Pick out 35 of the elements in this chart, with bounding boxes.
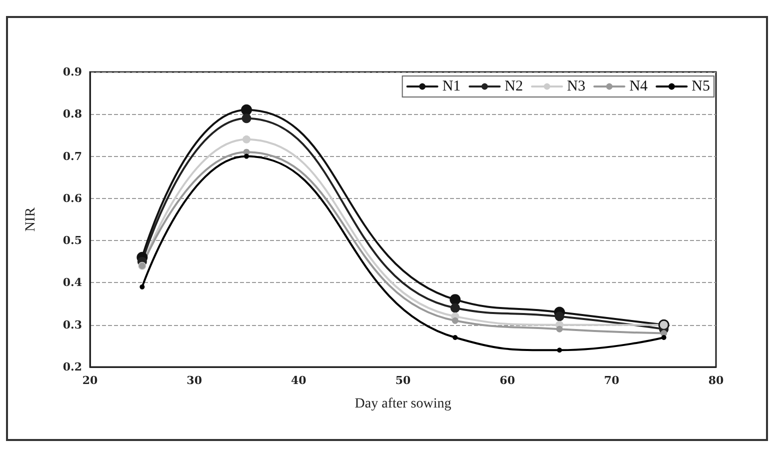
x-tick-label: 60 <box>500 374 516 387</box>
x-tick-label: 50 <box>395 374 411 387</box>
point <box>241 104 252 116</box>
point <box>244 154 249 159</box>
y-tick-label: 0.8 <box>62 108 82 121</box>
x-tick-label: 40 <box>291 374 307 387</box>
x-tick-label: 70 <box>604 374 620 387</box>
x-axis-title: Day after sowing <box>354 396 452 412</box>
point <box>556 326 563 332</box>
legend-label: N5 <box>692 78 710 94</box>
point <box>554 312 564 322</box>
legend-label: N2 <box>504 78 524 94</box>
y-tick-label: 0.9 <box>62 66 82 78</box>
point <box>140 284 145 290</box>
x-tick-label: 20 <box>82 374 98 387</box>
point <box>450 294 461 306</box>
point <box>242 135 250 144</box>
point <box>242 114 252 124</box>
y-axis-title: NIR <box>24 206 38 232</box>
y-tick-label: 0.5 <box>62 234 82 248</box>
legend-label: N1 <box>442 78 461 94</box>
point <box>452 317 458 324</box>
legend-label: N4 <box>629 78 648 94</box>
point <box>450 303 460 313</box>
y-tick-label: 0.7 <box>62 150 82 163</box>
point <box>557 348 562 353</box>
y-tick-label: 0.6 <box>62 192 82 205</box>
x-tick-label: 30 <box>186 374 202 387</box>
x-tick-label: 80 <box>708 374 724 387</box>
y-tick-label: 0.2 <box>62 360 82 374</box>
legend-label: N3 <box>567 78 586 94</box>
point <box>661 335 666 340</box>
point <box>452 335 458 340</box>
y-tick-label: 0.4 <box>62 276 82 290</box>
y-tick-label: 0.3 <box>62 318 82 332</box>
